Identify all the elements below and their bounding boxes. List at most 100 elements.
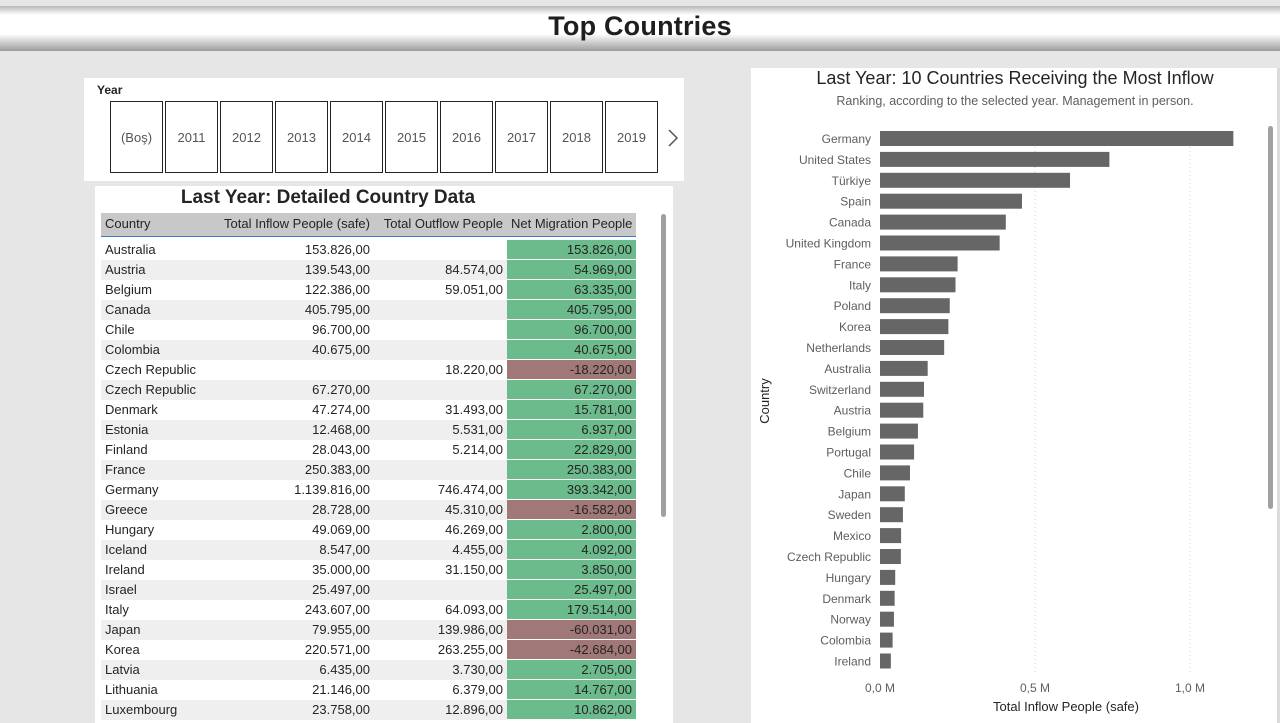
cell-inflow: 405.795,00 (211, 300, 374, 320)
table-row[interactable]: Belgium 122.386,00 59.051,00 63.335,00 (101, 280, 636, 300)
slicer-tile-1[interactable]: 2011 (165, 101, 218, 173)
cell-outflow: 45.310,00 (374, 500, 507, 520)
cell-outflow (374, 580, 507, 600)
table-row[interactable]: Israel 25.497,00 25.497,00 (101, 580, 636, 600)
cell-country: Korea (105, 642, 140, 657)
bar[interactable] (880, 256, 958, 272)
chevron-right-icon[interactable] (664, 126, 682, 150)
table-row[interactable]: Iceland 8.547,00 4.455,00 4.092,00 (101, 540, 636, 560)
cell-country: Colombia (101, 340, 211, 360)
bar[interactable] (880, 172, 1071, 188)
table-row[interactable]: Finland 28.043,00 5.214,00 22.829,00 (101, 440, 636, 460)
cell-country: Japan (101, 620, 211, 640)
bar[interactable] (880, 235, 1000, 251)
y-category-label: Ireland (834, 655, 871, 669)
cell-country: Ireland (105, 562, 145, 577)
cell-net: 2.705,00 (507, 660, 636, 680)
bar[interactable] (880, 423, 918, 439)
bar[interactable] (880, 151, 1110, 167)
slicer-tile-9[interactable]: 2019 (605, 101, 658, 173)
x-axis-label: Total Inflow People (safe) (993, 699, 1139, 714)
cell-country: Luxembourg (101, 700, 211, 720)
table-row[interactable]: Ireland 35.000,00 31.150,00 3.850,00 (101, 560, 636, 580)
country-table-panel: Last Year: Detailed Country Data Country… (95, 186, 673, 723)
header-net[interactable]: Net Migration People (511, 216, 633, 231)
bar[interactable] (880, 319, 949, 335)
bar[interactable] (880, 590, 895, 606)
chart-scrollbar[interactable] (1268, 126, 1273, 509)
bar[interactable] (880, 632, 893, 648)
cell-inflow: 12.468,00 (211, 420, 374, 440)
cell-net: 63.335,00 (507, 280, 636, 300)
y-category-label: Korea (839, 320, 871, 334)
cell-outflow: 5.214,00 (452, 442, 503, 457)
table-row[interactable]: Austria 139.543,00 84.574,00 54.969,00 (101, 260, 636, 280)
table-row[interactable]: Chile 96.700,00 96.700,00 (101, 320, 636, 340)
header-country[interactable]: Country (105, 216, 151, 231)
cell-net: 40.675,00 (507, 340, 636, 360)
table-row[interactable]: Germany 1.139.816,00 746.474,00 393.342,00 (101, 480, 636, 500)
table-row[interactable]: Japan 79.955,00 139.986,00 -60.031,00 (101, 620, 636, 640)
y-category-label: Czech Republic (787, 550, 871, 564)
table-row[interactable]: Hungary 49.069,00 46.269,00 2.800,00 (101, 520, 636, 540)
bar[interactable] (880, 549, 901, 564)
bar[interactable] (880, 528, 902, 544)
bar[interactable] (880, 653, 891, 669)
bar[interactable] (880, 340, 945, 355)
bar[interactable] (880, 193, 1022, 209)
table-row[interactable]: Korea 220.571,00 263.255,00 -42.684,00 (101, 640, 636, 660)
cell-outflow (374, 460, 507, 480)
table-row[interactable]: Colombia 40.675,00 40.675,00 (101, 340, 636, 360)
table-row[interactable]: France 250.383,00 250.383,00 (101, 460, 636, 480)
y-category-label: United Kingdom (786, 237, 871, 251)
bar[interactable] (880, 444, 915, 460)
cell-outflow (374, 300, 507, 320)
bar[interactable] (880, 214, 1006, 230)
cell-net: 96.700,00 (507, 320, 636, 340)
cell-outflow: 46.269,00 (445, 522, 503, 537)
bar[interactable] (880, 298, 950, 314)
table-row[interactable]: Canada 405.795,00 405.795,00 (101, 300, 636, 320)
bar[interactable] (880, 465, 910, 481)
y-category-label: Switzerland (809, 383, 871, 397)
bar[interactable] (880, 360, 928, 376)
slicer-tile-5[interactable]: 2015 (385, 101, 438, 173)
bar[interactable] (880, 381, 925, 397)
header-outflow[interactable]: Total Outflow People (383, 216, 503, 231)
table-row[interactable]: Luxembourg 23.758,00 12.896,00 10.862,00 (101, 700, 636, 720)
table-scrollbar[interactable] (661, 214, 666, 517)
cell-net: 153.826,00 (507, 240, 636, 260)
cell-net: 10.862,00 (507, 700, 636, 720)
slicer-tile-2[interactable]: 2012 (220, 101, 273, 173)
table-row[interactable]: Czech Republic 18.220,00 -18.220,00 (101, 360, 636, 380)
slicer-tile-0[interactable]: (Boş) (110, 101, 163, 173)
slicer-tile-3[interactable]: 2013 (275, 101, 328, 173)
bar[interactable] (880, 569, 896, 585)
y-category-label: Norway (830, 613, 871, 627)
table-row[interactable]: Australia 153.826,00 153.826,00 (101, 240, 636, 260)
table-row[interactable]: Latvia 6.435,00 3.730,00 2.705,00 (101, 660, 636, 680)
y-category-label: Austria (834, 404, 872, 418)
table-row[interactable]: Italy 243.607,00 64.093,00 179.514,00 (101, 600, 636, 620)
bar[interactable] (880, 277, 956, 293)
table-row[interactable]: Greece 28.728,00 45.310,00 -16.582,00 (101, 500, 636, 520)
bar[interactable] (880, 507, 903, 523)
slicer-tile-4[interactable]: 2014 (330, 101, 383, 173)
cell-net: 6.937,00 (507, 420, 636, 440)
table-row[interactable]: Estonia 12.468,00 5.531,00 6.937,00 (101, 420, 636, 440)
bar[interactable] (880, 486, 905, 502)
cell-net: 393.342,00 (507, 480, 636, 500)
table-row[interactable]: Czech Republic 67.270,00 67.270,00 (101, 380, 636, 400)
bar[interactable] (880, 131, 1234, 146)
slicer-tile-6[interactable]: 2016 (440, 101, 493, 173)
bar[interactable] (880, 402, 924, 418)
table-row[interactable]: Denmark 47.274,00 31.493,00 15.781,00 (101, 400, 636, 420)
cell-inflow: 153.826,00 (304, 242, 370, 257)
cell-net: 4.092,00 (507, 540, 636, 560)
slicer-tile-8[interactable]: 2018 (550, 101, 603, 173)
table-row[interactable]: Lithuania 21.146,00 6.379,00 14.767,00 (101, 680, 636, 700)
cell-country: Germany (105, 482, 159, 497)
header-inflow[interactable]: Total Inflow People (safe) (224, 216, 370, 231)
slicer-tile-7[interactable]: 2017 (495, 101, 548, 173)
bar[interactable] (880, 611, 894, 627)
